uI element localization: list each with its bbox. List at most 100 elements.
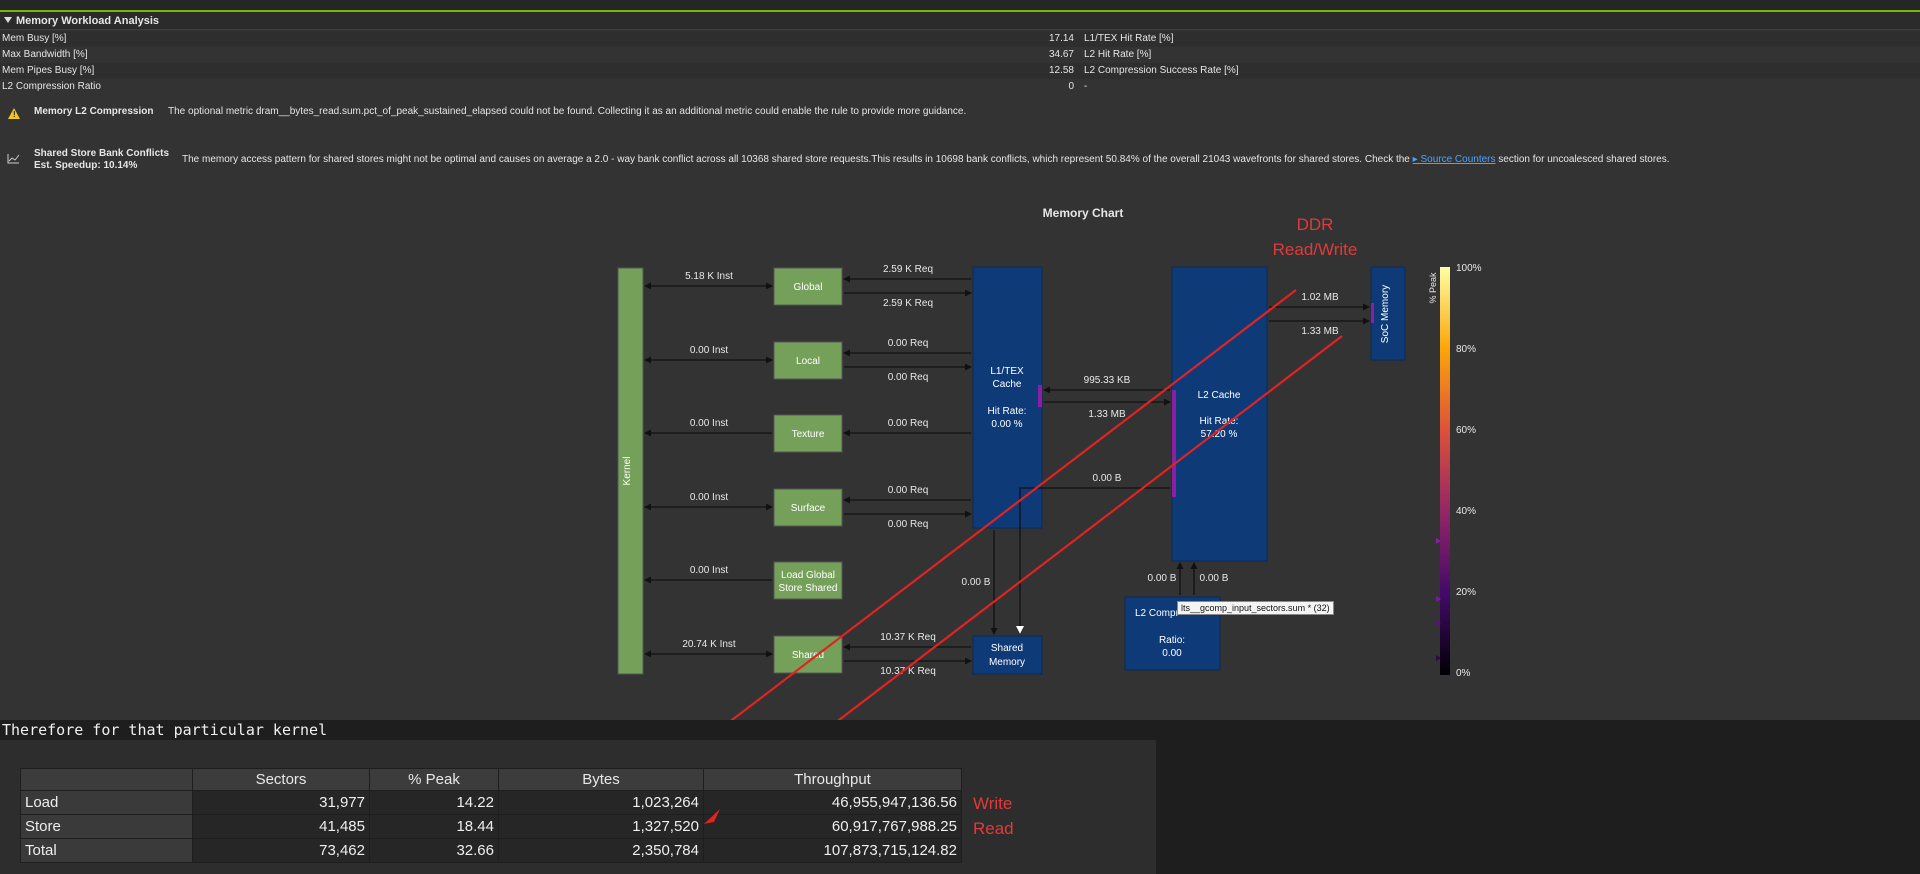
legend-tick: 0%	[1456, 668, 1471, 679]
l1-label-1: L1/TEX	[990, 366, 1024, 377]
table-row: Total 73,462 32.66 2,350,784 107,873,715…	[20, 838, 962, 863]
unit-shared-label: Shared	[792, 650, 824, 661]
unit-surface-label: Surface	[791, 503, 826, 514]
l2comp-out-label: 0.00 B	[1200, 573, 1229, 584]
l1-l2-read-label: 995.33 KB	[1084, 375, 1131, 386]
table-cell: 14.22	[369, 790, 499, 815]
chart-icon	[7, 154, 20, 164]
unit-lgss-label-2: Store Shared	[779, 583, 838, 594]
l2-cache[interactable]: L2 Cache Hit Rate: 57.20 %	[1171, 266, 1268, 562]
legend-marker	[1436, 655, 1441, 661]
l2comp-ratio-value: 0.00	[1162, 648, 1182, 659]
l1-smem-label: 0.00 B	[962, 577, 991, 588]
table-cell: 2,350,784	[498, 838, 704, 863]
table-cell: 46,955,947,136.56	[703, 790, 962, 815]
smem-arrow-tip	[1016, 626, 1024, 634]
link-label: Source Counters	[1420, 154, 1496, 165]
table-cell: 60,917,767,988.25	[703, 814, 962, 839]
ddr-annotation-line-2: Read/Write	[1272, 240, 1358, 259]
shared-memory[interactable]: Shared Memory	[972, 635, 1043, 675]
metric-name: Max Bandwidth [%]	[2, 49, 88, 60]
table-cell: 32.66	[369, 838, 499, 863]
row-label: Total	[20, 838, 193, 863]
table-row: Store 41,485 18.44 1,327,520 60,917,767,…	[20, 814, 962, 839]
l2comp-ratio-label: Ratio:	[1159, 635, 1185, 646]
metric-name: Mem Pipes Busy [%]	[2, 65, 95, 76]
surface-inst-label: 0.00 Inst	[690, 492, 729, 503]
rule-title: Shared Store Bank Conflicts	[34, 148, 170, 159]
metric-name: L2 Hit Rate [%]	[1084, 49, 1152, 60]
rule-text-body: The memory access pattern for shared sto…	[182, 154, 1410, 165]
l2comp-in-label: 0.00 B	[1148, 573, 1177, 584]
legend-tick: 40%	[1456, 506, 1476, 517]
global-req-label: 2.59 K Req	[883, 298, 933, 309]
warning-icon: !	[8, 108, 20, 119]
local-req-label: 0.00 Req	[888, 338, 929, 349]
legend-tick: 20%	[1456, 587, 1476, 598]
section-title: Memory Workload Analysis	[16, 15, 160, 27]
table-cell: 1,023,264	[498, 790, 704, 815]
bottom-heading: Therefore for that particular kernel	[0, 720, 1920, 740]
top-accent-bar	[0, 0, 1920, 12]
column-header: Throughput	[703, 768, 962, 791]
column-header: % Peak	[369, 768, 499, 791]
read-annotation: Read	[973, 819, 1014, 838]
unit-surface[interactable]: Surface	[773, 488, 843, 527]
l1tex-cache[interactable]: L1/TEX Cache Hit Rate: 0.00 %	[972, 266, 1043, 529]
metric-tooltip: lts__gcomp_input_sectors.sum * (32)	[1177, 601, 1334, 615]
sector-table-panel: Sectors % Peak Bytes Throughput Load 31,…	[0, 740, 1156, 874]
metric-value: 0	[1068, 81, 1074, 92]
local-req-label: 0.00 Req	[888, 372, 929, 383]
ddr-annotation-line-1: DDR	[1296, 215, 1334, 234]
l2-hitrate-value: 57.20 %	[1201, 429, 1238, 440]
write-annotation: Write	[973, 794, 1013, 813]
metric-value: 34.67	[1048, 49, 1074, 60]
annotation-arrow-write	[837, 335, 1343, 720]
metric-row: Mem Busy [%] 17.14 L1/TEX Hit Rate [%]	[0, 31, 1920, 47]
soc-port-highlight	[1371, 303, 1374, 323]
memory-workload-panel: Memory Workload Analysis Mem Busy [%] 17…	[0, 12, 1920, 720]
unit-texture[interactable]: Texture	[773, 414, 843, 453]
table-row: Load 31,977 14.22 1,023,264 46,955,947,1…	[20, 790, 962, 815]
unit-load-global-store-shared[interactable]: Load Global Store Shared	[773, 561, 843, 600]
sector-table: Sectors % Peak Bytes Throughput Load 31,…	[20, 768, 962, 863]
lgss-inst-label: 0.00 Inst	[690, 565, 729, 576]
metric-name: L2 Compression Success Rate [%]	[1084, 65, 1239, 76]
shared-inst-label: 20.74 K Inst	[682, 639, 736, 650]
rule-l2-compression: ! Memory L2 Compression The optional met…	[0, 100, 1920, 130]
global-req-label: 2.59 K Req	[883, 264, 933, 275]
table-cell: 41,485	[192, 814, 370, 839]
unit-local[interactable]: Local	[773, 341, 843, 380]
local-inst-label: 0.00 Inst	[690, 345, 729, 356]
column-header: Bytes	[498, 768, 704, 791]
l1-hitrate-label: Hit Rate:	[988, 406, 1027, 417]
row-label: Store	[20, 814, 193, 839]
section-header[interactable]: Memory Workload Analysis	[0, 12, 1920, 30]
smem-label-1: Shared	[991, 643, 1023, 654]
soc-memory[interactable]: SoC Memory	[1370, 266, 1406, 361]
unit-global[interactable]: Global	[773, 267, 843, 306]
peak-colorbar	[1440, 267, 1450, 675]
l2comp-label: L2 Compr	[1135, 608, 1180, 619]
table-header-row: Sectors % Peak Bytes Throughput	[20, 768, 962, 791]
collapse-triangle-icon[interactable]	[4, 17, 12, 23]
kernel-block[interactable]	[617, 267, 644, 675]
table-cell: 107,873,715,124.82	[703, 838, 962, 863]
rule-text-tail: section for uncoalesced shared stores.	[1498, 154, 1670, 165]
column-header: Sectors	[192, 768, 370, 791]
l2-label: L2 Cache	[1198, 390, 1241, 401]
texture-req-label: 0.00 Req	[888, 418, 929, 429]
unit-shared[interactable]: Shared	[773, 635, 843, 674]
metric-name: Mem Busy [%]	[2, 33, 67, 44]
annotation-arrow-read	[730, 289, 1297, 720]
l2-soc-write-label: 1.33 MB	[1301, 326, 1339, 337]
legend-tick: 80%	[1456, 344, 1476, 355]
source-counters-link[interactable]: ▸ Source Counters	[1412, 154, 1496, 165]
unit-lgss-label-1: Load Global	[781, 570, 835, 581]
surface-req-label: 0.00 Req	[888, 519, 929, 530]
row-label: Load	[20, 790, 193, 815]
l2-soc-read-label: 1.02 MB	[1301, 292, 1339, 303]
legend-marker	[1436, 620, 1441, 626]
metric-row: Mem Pipes Busy [%] 12.58 L2 Compression …	[0, 63, 1920, 79]
legend-tick: 100%	[1456, 263, 1482, 274]
